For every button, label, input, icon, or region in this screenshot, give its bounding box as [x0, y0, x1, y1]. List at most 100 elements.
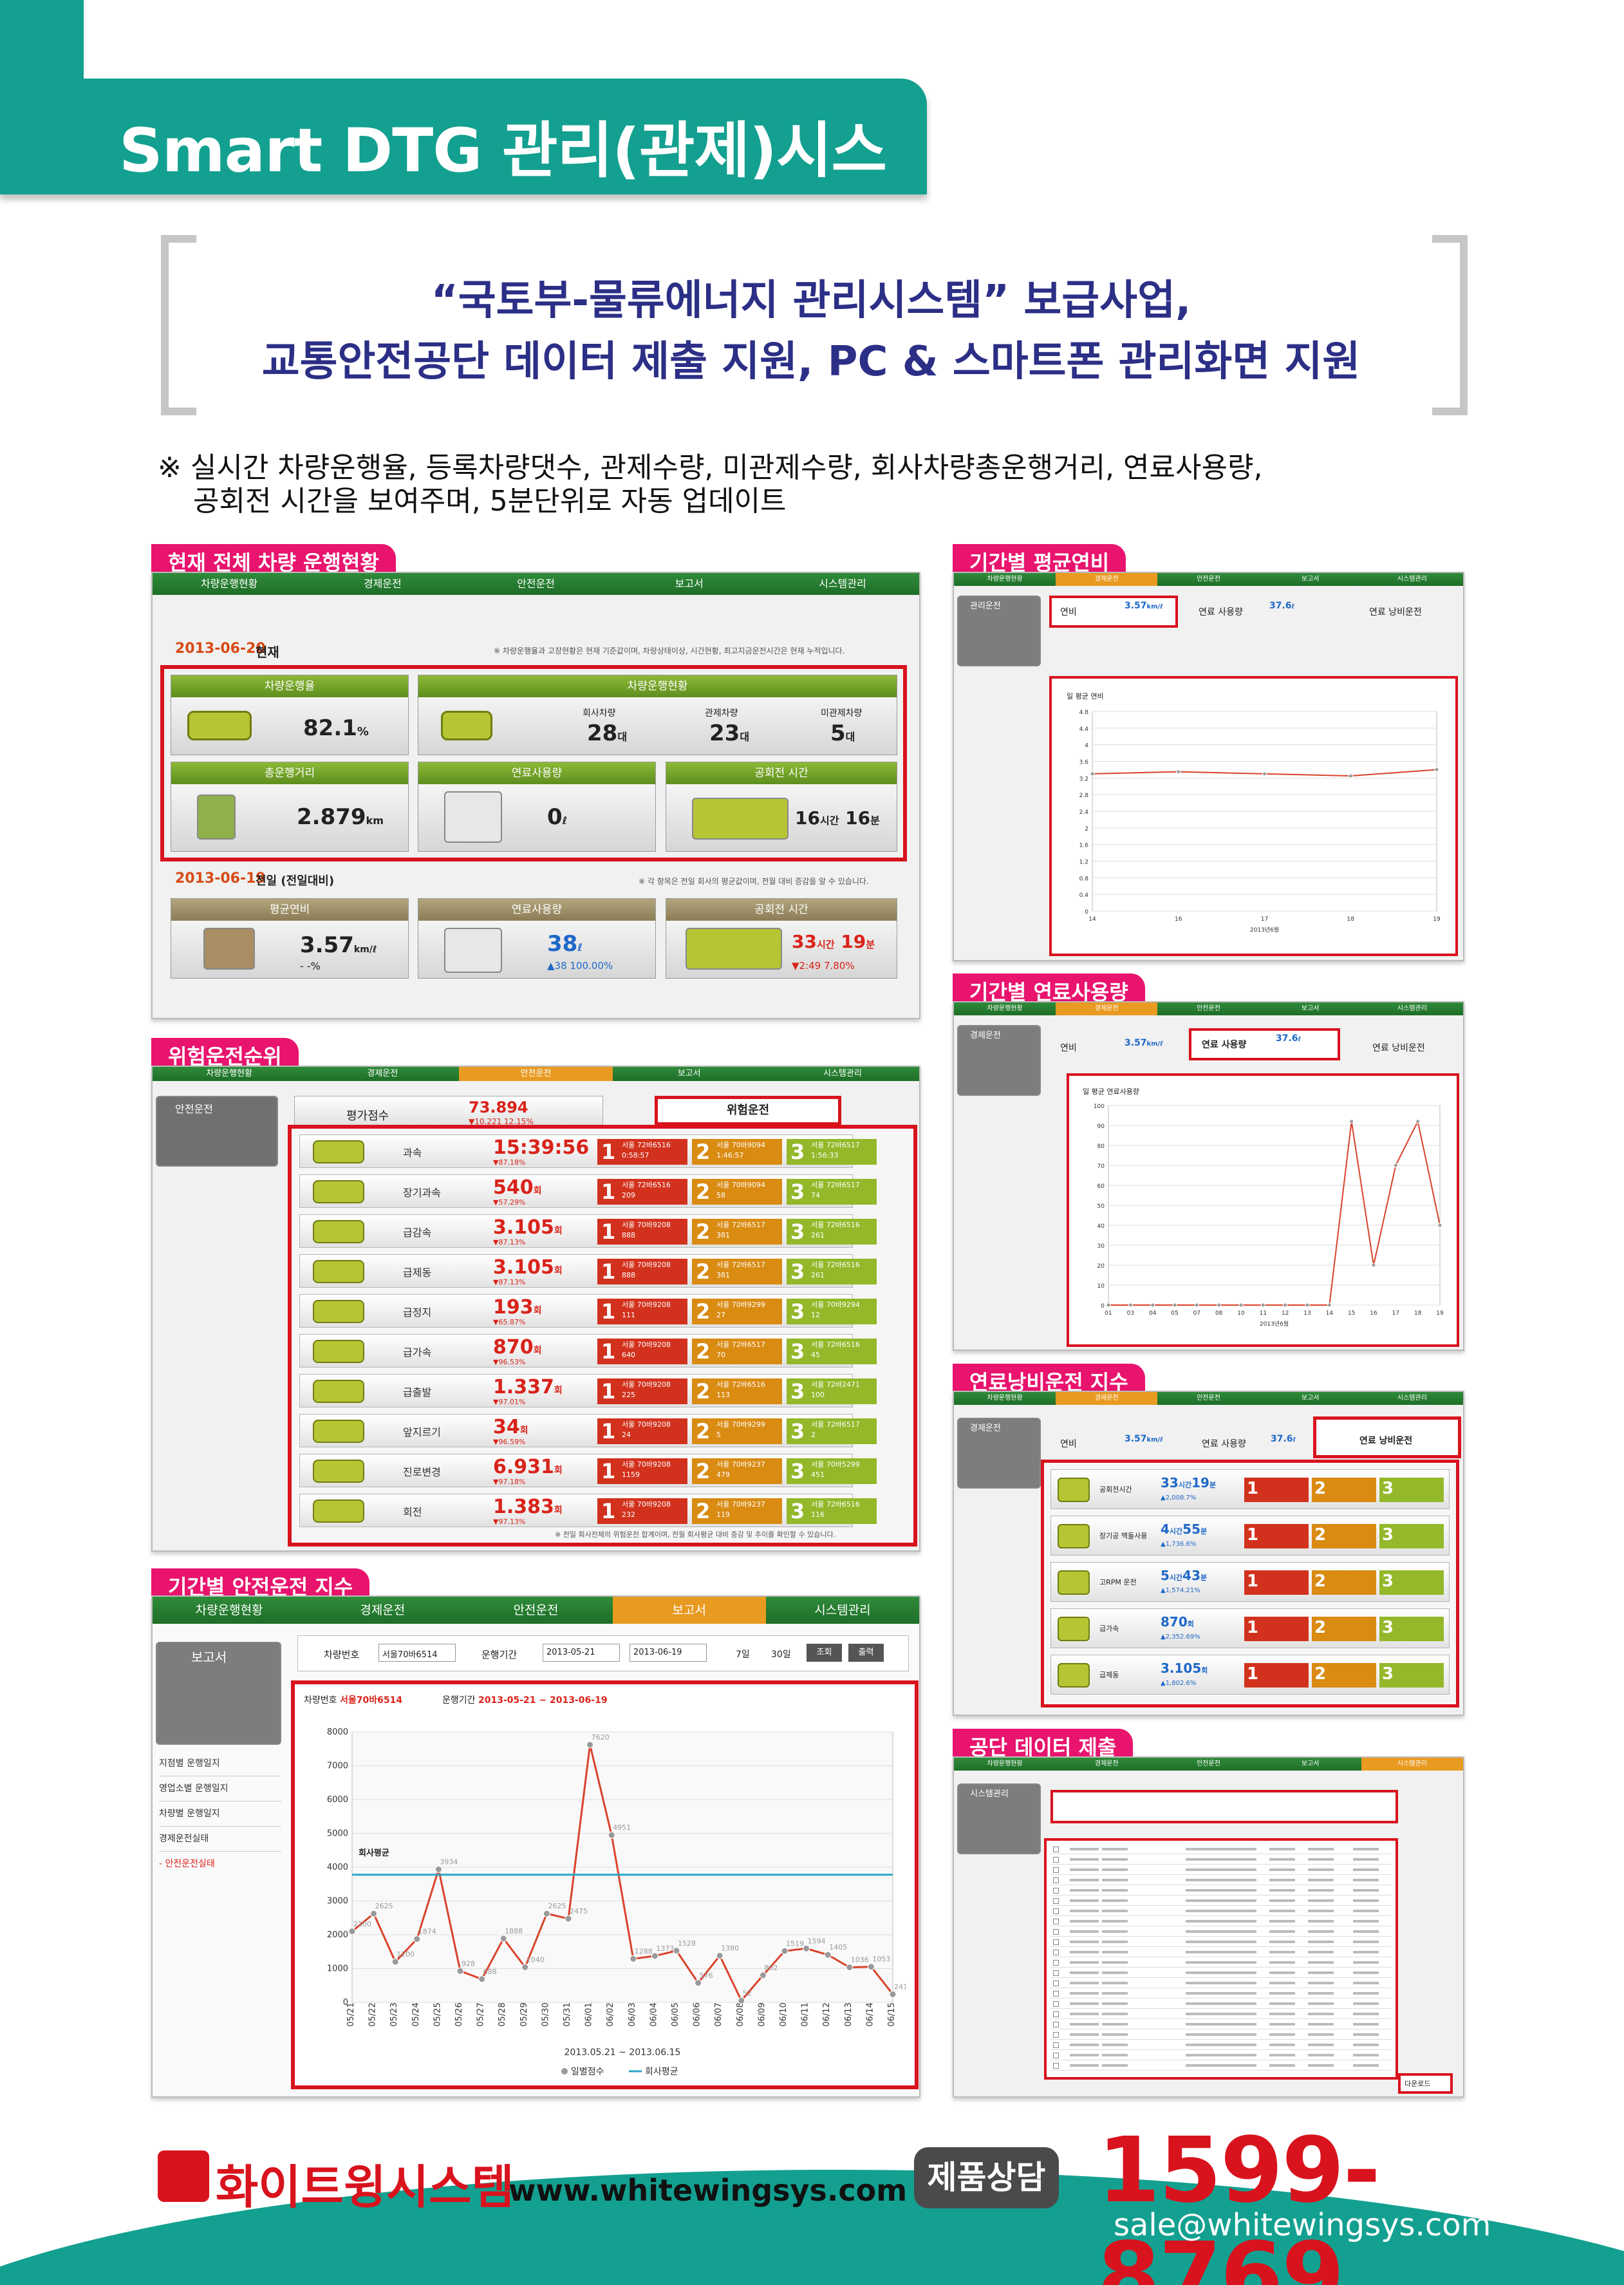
nav-item[interactable]: 경제운전 [363, 578, 402, 590]
row-checkbox[interactable] [1053, 2022, 1059, 2027]
risk-diff: ▼57.29% [493, 1198, 526, 1207]
row-checkbox[interactable] [1053, 1888, 1059, 1894]
nav-item[interactable]: 시스템관리 [819, 578, 866, 590]
nav-item[interactable]: 경제운전 [1056, 1392, 1158, 1405]
option-7days[interactable]: 7일 [736, 1650, 750, 1660]
nav-item[interactable]: 경제운전 [1094, 1760, 1119, 1767]
data-point [1437, 1223, 1442, 1228]
nav-item[interactable]: 보고서 [1301, 1005, 1320, 1012]
row-cell [1186, 1992, 1256, 1995]
nav-item[interactable]: 시스템관리 [1361, 1758, 1463, 1771]
row-checkbox[interactable] [1053, 2011, 1059, 2017]
row-checkbox[interactable] [1053, 1877, 1059, 1883]
phone-number[interactable]: 1599-8769 [1097, 2118, 1381, 2285]
menu-item[interactable]: 영업소별 운행일지 [159, 1776, 281, 1801]
row-checkbox[interactable] [1053, 2001, 1059, 2007]
nav-item[interactable]: 시스템관리 [814, 1603, 871, 1617]
row-checkbox[interactable] [1053, 1867, 1059, 1873]
nav-item[interactable]: 시스템관리 [1397, 1005, 1427, 1012]
row-checkbox[interactable] [1053, 1970, 1059, 1976]
row-checkbox[interactable] [1053, 2063, 1059, 2069]
x-tick-label: 06/04 [649, 2002, 658, 2026]
nav-item[interactable]: 차량운행현황 [987, 1005, 1023, 1012]
tab-fuel-use[interactable]: 연료 사용량 [1202, 1439, 1246, 1449]
row-cell [1102, 1920, 1128, 1923]
website[interactable]: www.whitewingsys.com [509, 2173, 908, 2208]
nav-item[interactable]: 보고서 [1301, 1395, 1320, 1402]
nav-item[interactable]: 보고서 [677, 1069, 701, 1078]
row-checkbox[interactable] [1053, 1950, 1059, 1955]
search-button[interactable]: 조회 [807, 1644, 842, 1662]
row-checkbox[interactable] [1053, 1908, 1059, 1914]
tab-fuel-eff[interactable]: 연비 [1060, 1043, 1077, 1053]
nav-item[interactable]: 차량운행현황 [987, 1760, 1023, 1767]
row-cell [1269, 2023, 1295, 2026]
rank-text: 서울 72바6517 [811, 1141, 860, 1149]
row-value: 33시간19분 [1161, 1475, 1217, 1490]
row-checkbox[interactable] [1053, 1960, 1059, 1966]
date-from-input[interactable]: 2013-05-21 [543, 1644, 620, 1662]
tab-fuel-use[interactable]: 연료 사용량 [1199, 607, 1243, 617]
tab-fuel-use[interactable]: 연료 사용량 [1202, 1040, 1247, 1050]
row-checkbox[interactable] [1053, 2042, 1059, 2048]
nav-item[interactable]: 안전운전 [1197, 1760, 1220, 1767]
tab-waste[interactable]: 연료 낭비운전 [1359, 1436, 1413, 1446]
nav-item[interactable]: 안전운전 [513, 1603, 559, 1617]
tab-waste[interactable]: 연료 낭비운전 [1369, 607, 1422, 617]
nav-item[interactable]: 보고서 [675, 578, 704, 590]
nav-item[interactable]: 시스템관리 [823, 1069, 862, 1078]
row-checkbox[interactable] [1053, 1939, 1059, 1945]
nav-item[interactable]: 차량운행현황 [987, 576, 1023, 583]
nav-item[interactable]: 시스템관리 [1397, 576, 1427, 583]
rank-3-cell: 3 서울 72바6517 74 [787, 1179, 877, 1205]
row-checkbox[interactable] [1053, 1991, 1059, 1997]
vehicle-icon [313, 1420, 364, 1443]
nav-item[interactable]: 안전운전 [1197, 1005, 1220, 1012]
tab-waste[interactable]: 연료 낭비운전 [1372, 1043, 1425, 1053]
menu-item[interactable]: 차량별 운행일지 [159, 1801, 281, 1827]
nav-item[interactable]: 보고서 [1301, 576, 1320, 583]
nav-item[interactable]: 안전운전 [517, 578, 555, 590]
row-checkbox[interactable] [1053, 1898, 1059, 1904]
row-checkbox[interactable] [1053, 1919, 1059, 1924]
risk-tab[interactable]: 위험운전 [655, 1096, 841, 1125]
nav-item[interactable]: 차량운행현황 [206, 1069, 252, 1078]
email[interactable]: sale@whitewingsys.com [1114, 2207, 1491, 2243]
nav-item[interactable]: 보고서 [1301, 1760, 1320, 1767]
nav-item[interactable]: 차량운행현황 [195, 1603, 263, 1617]
menu-item[interactable]: 경제운전실태 [159, 1827, 281, 1852]
nav-item[interactable]: 안전운전 [459, 1067, 613, 1081]
menu-item-active[interactable]: - 안전운전실태 [159, 1859, 215, 1869]
row-cell [1186, 2033, 1256, 2036]
date-to-input[interactable]: 2013-06-19 [630, 1644, 707, 1662]
car-select[interactable]: 서울70바6514 [378, 1644, 456, 1662]
tab-fuel-eff[interactable]: 연비 [1060, 607, 1077, 617]
print-button[interactable]: 출력 [848, 1644, 884, 1662]
row-checkbox[interactable] [1053, 1980, 1059, 1986]
menu-item[interactable]: 지점별 운행일지 [159, 1751, 281, 1776]
nav-item[interactable]: 경제운전 [367, 1069, 398, 1078]
nav-item[interactable]: 경제운전 [1056, 573, 1158, 586]
download-button[interactable]: 다운로드 [1405, 2080, 1431, 2088]
row-checkbox[interactable] [1053, 1857, 1059, 1863]
data-point [867, 1963, 875, 1971]
data-point [413, 1935, 421, 1943]
nav-item[interactable]: 경제운전 [1056, 1002, 1158, 1015]
option-30days[interactable]: 30일 [771, 1650, 791, 1660]
nav-item[interactable]: 보고서 [612, 1597, 766, 1624]
side-label: 시스템관리 [970, 1789, 1009, 1799]
rank-text: 서울 72바6516 [622, 1141, 671, 1149]
x-tick-label: 05/26 [454, 2002, 464, 2026]
row-checkbox[interactable] [1053, 2032, 1059, 2038]
nav-item[interactable]: 안전운전 [1197, 1395, 1220, 1402]
nav-item[interactable]: 차량운행현황 [200, 578, 258, 590]
nav-item[interactable]: 경제운전 [360, 1603, 406, 1617]
tab-fuel-eff[interactable]: 연비 [1060, 1439, 1077, 1449]
nav-item[interactable]: 차량운행현황 [987, 1395, 1023, 1402]
row-value2: 55 [1182, 1521, 1201, 1537]
row-checkbox[interactable] [1053, 2053, 1059, 2058]
row-checkbox[interactable] [1053, 1847, 1059, 1852]
nav-item[interactable]: 안전운전 [1197, 576, 1220, 583]
nav-item[interactable]: 시스템관리 [1397, 1395, 1427, 1402]
row-checkbox[interactable] [1053, 1929, 1059, 1935]
